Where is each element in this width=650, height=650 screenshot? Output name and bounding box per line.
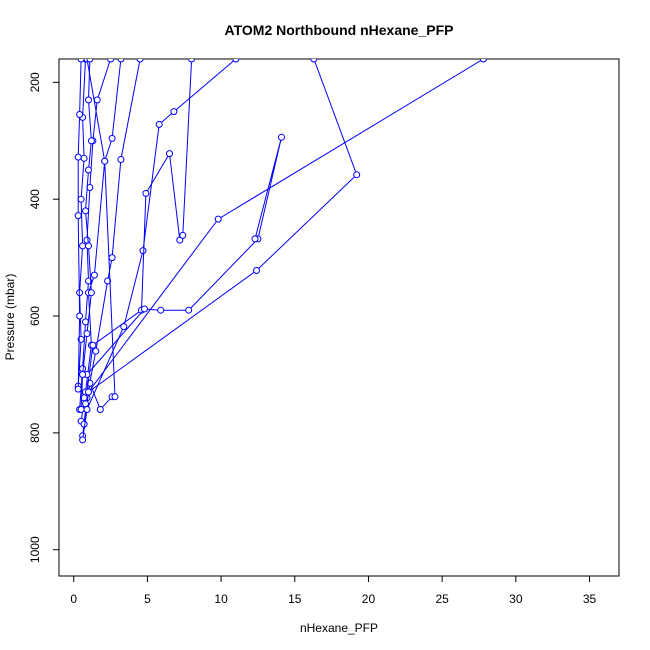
plot-frame [58,58,620,577]
data-point [74,385,82,393]
data-point [83,330,91,338]
data-point [107,59,115,63]
data-point [85,242,92,250]
series-line [86,137,282,375]
data-point [253,267,260,274]
data-point [96,406,104,413]
x-tick-label: 25 [435,592,449,606]
data-point [251,235,259,243]
x-tick-label: 15 [288,592,302,606]
data-point [76,312,84,320]
data-point [108,134,116,142]
data-point [310,59,318,63]
data-point [185,306,193,314]
data-point [117,156,125,163]
y-tick-label: 200 [28,72,42,92]
series-2 [76,59,115,413]
data-point [77,195,85,203]
data-point [79,242,87,250]
data-point [80,154,88,162]
data-point [232,59,240,63]
series-line [77,59,86,387]
series-line [88,59,358,393]
y-axis: 200 400 600 800 1000 [28,72,59,563]
data-point [79,436,87,444]
data-point [353,171,361,179]
chart-title: ATOM2 Northbound nHexane_PFP [225,22,454,38]
data-point [479,59,487,63]
x-tick-label: 0 [70,592,77,606]
data-point [77,406,85,413]
data-point [74,212,82,220]
data-point [93,96,101,104]
data-point [166,150,173,158]
data-point [278,133,285,141]
data-point [136,59,144,63]
data-point [101,157,109,165]
data-point [142,189,150,197]
data-point [85,277,92,285]
y-axis-label: Pressure (mbar) [3,274,17,361]
data-point [157,306,165,314]
data-point [188,59,196,63]
series-line [82,59,237,440]
series-12 [77,59,95,413]
data-layer [74,59,487,444]
data-point [139,247,147,255]
x-tick-label: 10 [214,592,228,606]
series-11 [74,59,85,393]
data-point [85,96,92,104]
series-9 [80,59,487,402]
data-point [82,207,89,215]
x-tick-label: 5 [144,592,151,606]
y-tick-label: 400 [28,189,42,209]
data-point [86,59,94,63]
data-point [108,254,116,262]
data-point [83,406,91,413]
x-tick-label: 30 [509,592,523,606]
data-point [89,341,97,349]
series-10 [85,59,361,396]
series-8 [83,133,285,378]
data-point [85,166,92,174]
x-tick-label: 35 [583,592,597,606]
data-point [80,394,88,402]
data-point [92,347,100,355]
x-axis-label: nHexane_PFP [300,621,378,635]
data-point [77,59,85,63]
data-point [76,111,84,118]
x-tick-label: 20 [362,592,376,606]
y-tick-label: 800 [28,423,42,443]
y-tick-label: 600 [28,306,42,326]
data-point [79,371,87,378]
series-line [77,59,82,390]
data-point [82,400,89,408]
data-point [74,153,82,161]
data-point [179,231,187,239]
data-point [87,289,95,297]
x-axis: 0 5 10 15 20 25 30 35 [70,576,597,606]
series-line [80,59,122,422]
data-point [120,323,128,331]
data-point [85,388,92,396]
y-tick-label: 1000 [28,536,42,563]
data-point [90,271,98,279]
data-point [141,305,148,313]
series-7 [82,59,196,408]
data-point [214,215,222,223]
series-line [80,59,92,410]
data-point [170,108,178,116]
series-6 [79,59,240,444]
series-line [83,59,484,399]
data-point [104,277,112,285]
data-point [155,120,163,128]
data-point [117,59,125,63]
data-point [87,137,95,145]
data-point [111,393,119,401]
data-point [83,236,91,244]
